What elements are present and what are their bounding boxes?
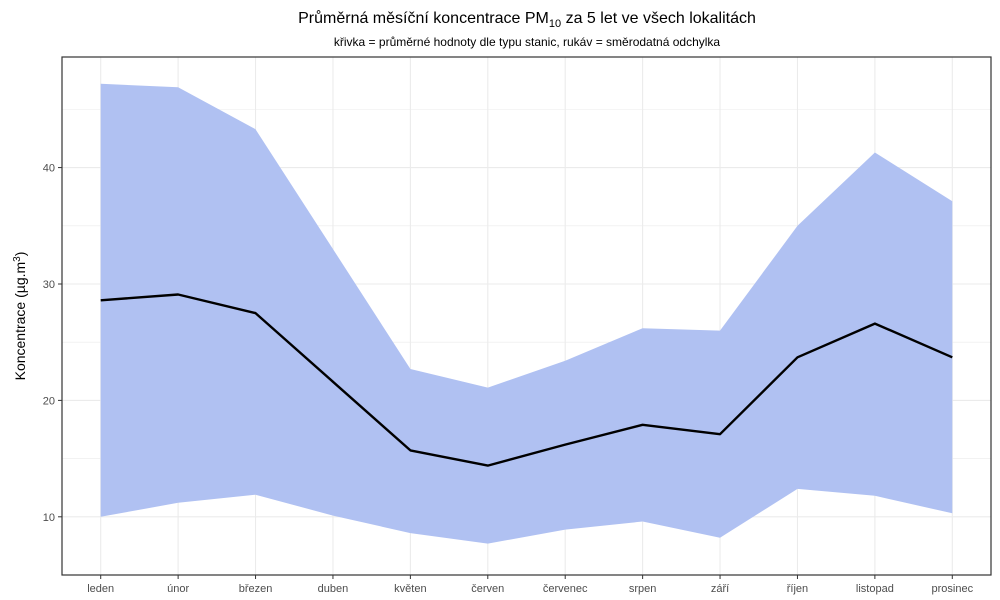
x-tick-label-6: červenec — [543, 583, 588, 595]
x-tick-label-4: květen — [394, 583, 426, 595]
x-tick-label-10: listopad — [856, 583, 894, 595]
mean-line — [100, 293, 953, 467]
x-tick-label-7: srpen — [629, 583, 657, 595]
chart-title-rest: za 5 let ve všech lokalitách — [561, 10, 756, 27]
x-tick-label-9: říjen — [787, 583, 808, 595]
chart-title-subscript: 10 — [549, 18, 561, 30]
x-tick-label-2: březen — [239, 583, 273, 595]
x-tick-label-5: červen — [471, 583, 504, 595]
y-axis-title-main: Koncentrace (µg.m — [12, 262, 28, 381]
y-tick-label-30: 30 — [43, 279, 55, 291]
y-tick-label-10: 10 — [43, 512, 55, 524]
y-axis-title: Koncentrace (µg.m3) — [12, 252, 28, 381]
y-axis-title-end: ) — [12, 252, 28, 257]
x-tick-label-3: duben — [318, 583, 349, 595]
sd-ribbon — [100, 83, 953, 544]
x-tick-label-11: prosinec — [932, 583, 974, 595]
chart-title-main: Průměrná měsíční koncentrace PM — [298, 9, 549, 27]
y-tick-label-20: 20 — [43, 395, 55, 407]
y-tick-label-40: 40 — [43, 163, 55, 175]
chart-subtitle: křivka = průměrné hodnoty dle typu stani… — [334, 35, 721, 49]
x-tick-label-8: září — [711, 583, 729, 595]
x-tick-label-1: únor — [167, 583, 189, 595]
ticks-layer: 10 20 30 40 leden únor březen duben květen červen… — [43, 163, 974, 595]
x-tick-label-0: leden — [87, 583, 114, 595]
panel-border — [61, 56, 992, 576]
y-axis-title-superscript: 3 — [12, 256, 23, 262]
chart-title: Průměrná měsíční koncentrace PM10 za 5 l… — [298, 9, 756, 30]
